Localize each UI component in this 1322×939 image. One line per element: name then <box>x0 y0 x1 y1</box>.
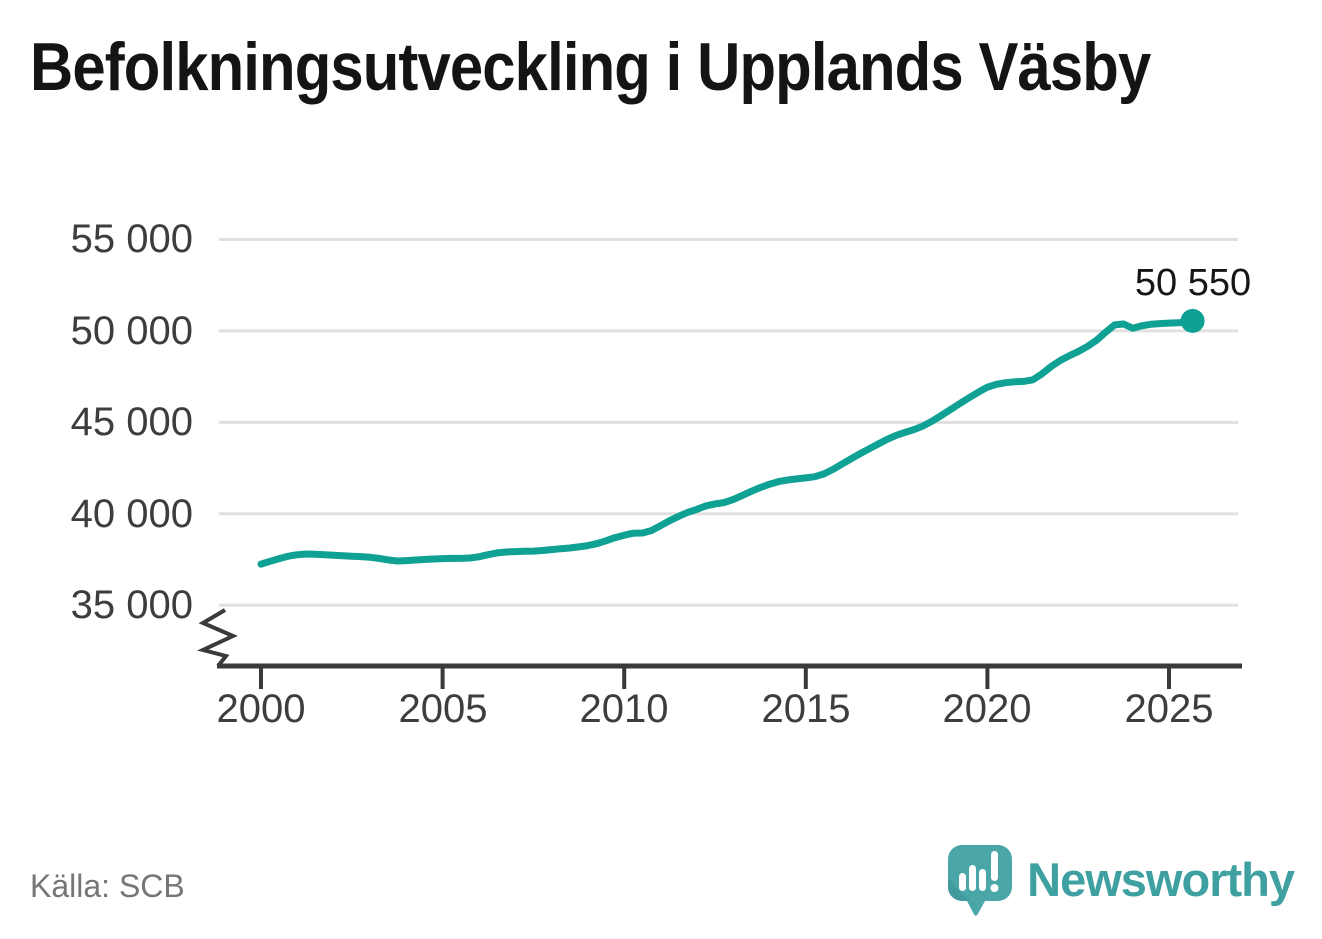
x-axis <box>217 663 1242 689</box>
y-tick-label-45000: 45 000 <box>70 400 193 444</box>
latest-value-label: 50 550 <box>1134 262 1252 304</box>
newsworthy-logo-icon <box>948 845 1013 916</box>
x-tick-label-2025: 2025 <box>1124 687 1214 731</box>
page-title-text: Befolkningsutveckling i Upplands Väsby <box>30 29 1151 105</box>
x-tick-label-2005: 2005 <box>398 687 488 731</box>
y-tick-label-35000: 35 000 <box>70 583 193 627</box>
y-tick-label-40000: 40 000 <box>70 492 193 536</box>
y-tick-label-55000: 55 000 <box>70 217 193 261</box>
population-line-series <box>257 308 1205 568</box>
brand-wordmark: Newsworthy <box>1027 853 1295 906</box>
x-tick-label-2010: 2010 <box>579 687 669 731</box>
newsworthy-brand: Newsworthy <box>947 844 1295 916</box>
x-tick-label-2000: 2000 <box>216 687 306 731</box>
y-tick-label-50000: 50 000 <box>70 309 193 353</box>
gridlines <box>219 238 1238 607</box>
axis-break-icon <box>197 608 238 668</box>
x-tick-label-2015: 2015 <box>761 687 851 731</box>
page-title: Befolkningsutveckling i Upplands Väsby <box>30 28 1303 106</box>
source-note: Källa: SCB <box>30 868 185 904</box>
x-tick-label-2020: 2020 <box>942 687 1032 731</box>
